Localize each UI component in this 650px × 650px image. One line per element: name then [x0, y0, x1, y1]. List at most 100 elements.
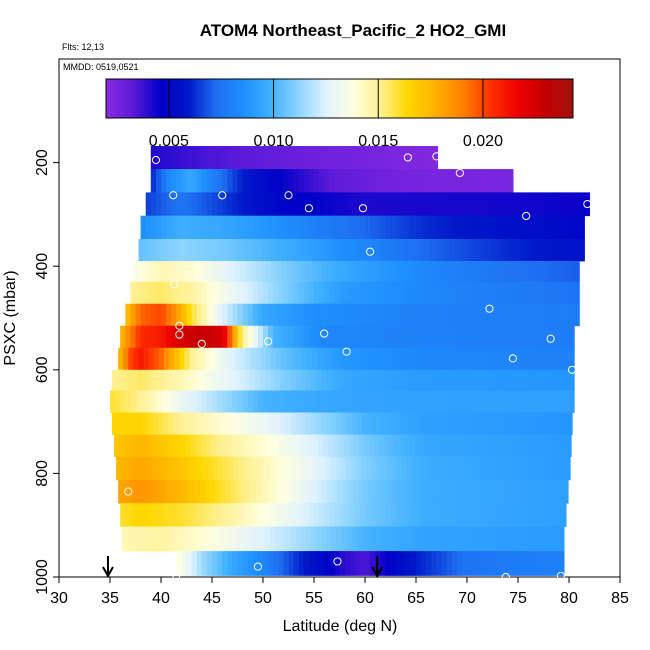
heatmap-cell: [403, 479, 410, 504]
heatmap-cell: [326, 369, 332, 391]
heatmap-cell: [155, 503, 162, 527]
heatmap-cell: [310, 412, 317, 435]
heatmap-cell: [405, 390, 412, 413]
heatmap-cell: [551, 479, 558, 504]
heatmap-cell: [380, 325, 386, 349]
heatmap-cell: [385, 169, 392, 193]
heatmap-cell: [278, 503, 284, 527]
heatmap-cell: [222, 551, 228, 576]
heatmap-cell: [463, 526, 470, 552]
heatmap-cell: [487, 192, 494, 217]
heatmap-cell: [553, 503, 560, 527]
heatmap-cell: [124, 434, 130, 457]
heatmap-cell: [275, 412, 281, 435]
heatmap-cell: [346, 526, 353, 552]
heatmap-cell: [222, 303, 228, 327]
heatmap-cell: [429, 261, 435, 283]
heatmap-cell: [447, 456, 454, 481]
heatmap-cell: [370, 215, 376, 240]
heatmap-cell: [220, 239, 226, 262]
heatmap-cell: [444, 347, 451, 371]
heatmap-cell: [535, 412, 542, 435]
heatmap-cell: [412, 369, 419, 391]
heatmap-cell: [446, 281, 453, 305]
heatmap-cell: [140, 281, 147, 305]
heatmap-cell: [359, 169, 366, 193]
heatmap-cell: [478, 456, 484, 481]
heatmap-cell: [454, 261, 461, 283]
heatmap-cell: [548, 325, 555, 349]
heatmap-cell: [349, 169, 356, 193]
heatmap-cell: [424, 347, 430, 371]
heatmap-cell: [365, 503, 371, 527]
heatmap-cell: [324, 281, 330, 305]
heatmap-cell: [470, 479, 476, 504]
heatmap-cell: [147, 412, 154, 435]
heatmap-cell: [188, 369, 195, 391]
heatmap-cell: [329, 192, 335, 217]
heatmap-cell: [426, 169, 432, 193]
heatmap-cell: [314, 192, 320, 217]
heatmap-cell: [365, 192, 371, 217]
heatmap-cell: [482, 192, 488, 217]
heatmap-cell: [401, 456, 408, 481]
heatmap-cell: [169, 239, 175, 262]
heatmap-cell: [550, 526, 557, 552]
heatmap-cell: [252, 325, 259, 349]
heatmap-cell: [502, 192, 509, 217]
heatmap-cell: [337, 261, 344, 283]
heatmap-cell: [252, 169, 259, 193]
heatmap-cell: [212, 325, 218, 349]
heatmap-cell: [487, 325, 494, 349]
heatmap-cell: [548, 303, 555, 327]
heatmap-cell: [171, 390, 177, 413]
heatmap-cell: [352, 479, 359, 504]
heatmap-cell: [461, 281, 468, 305]
heatmap-cell: [329, 303, 335, 327]
heatmap-cell: [487, 215, 494, 240]
heatmap-cell: [305, 412, 312, 435]
heatmap-cell: [434, 479, 441, 504]
heatmap-cell: [260, 261, 267, 283]
heatmap-cell: [492, 325, 499, 349]
heatmap-cell: [515, 347, 522, 371]
observation-point: [583, 199, 592, 209]
heatmap-cell: [484, 369, 491, 391]
heatmap-cell: [237, 303, 244, 327]
heatmap-cell: [171, 325, 177, 349]
heatmap-cell: [387, 412, 394, 435]
heatmap-cell: [178, 412, 185, 435]
heatmap-cell: [456, 192, 463, 217]
heatmap-cell: [525, 526, 531, 552]
colorbar-tick-label: 0.015: [358, 133, 398, 150]
heatmap-cell: [421, 192, 427, 217]
heatmap-cell: [329, 146, 335, 170]
heatmap-cell: [431, 503, 437, 527]
heatmap-cell: [201, 390, 208, 413]
heatmap-cell: [553, 325, 560, 349]
heatmap-cell: [362, 261, 369, 283]
heatmap-cell: [395, 192, 402, 217]
heatmap-cell: [123, 479, 129, 504]
heatmap-cell: [472, 303, 478, 327]
heatmap-cell: [518, 390, 524, 413]
heatmap-cell: [510, 261, 517, 283]
heatmap-cell: [334, 281, 341, 305]
heatmap-cell: [128, 479, 135, 504]
heatmap-cell: [244, 412, 251, 435]
heatmap-cell: [278, 551, 284, 576]
heatmap-cell: [464, 239, 471, 262]
heatmap-cell: [352, 261, 359, 283]
heatmap-cell: [485, 347, 492, 371]
heatmap-cell: [235, 479, 242, 504]
heatmap-cell: [385, 303, 392, 327]
heatmap-cell: [260, 347, 267, 371]
heatmap-cell: [214, 412, 220, 435]
heatmap-cell: [536, 347, 543, 371]
heatmap-cell: [525, 369, 531, 391]
heatmap-cell: [418, 369, 424, 391]
heatmap-cell: [339, 390, 346, 413]
heatmap-cell: [125, 390, 131, 413]
heatmap-cell: [283, 325, 290, 349]
heatmap-cell: [341, 412, 348, 435]
